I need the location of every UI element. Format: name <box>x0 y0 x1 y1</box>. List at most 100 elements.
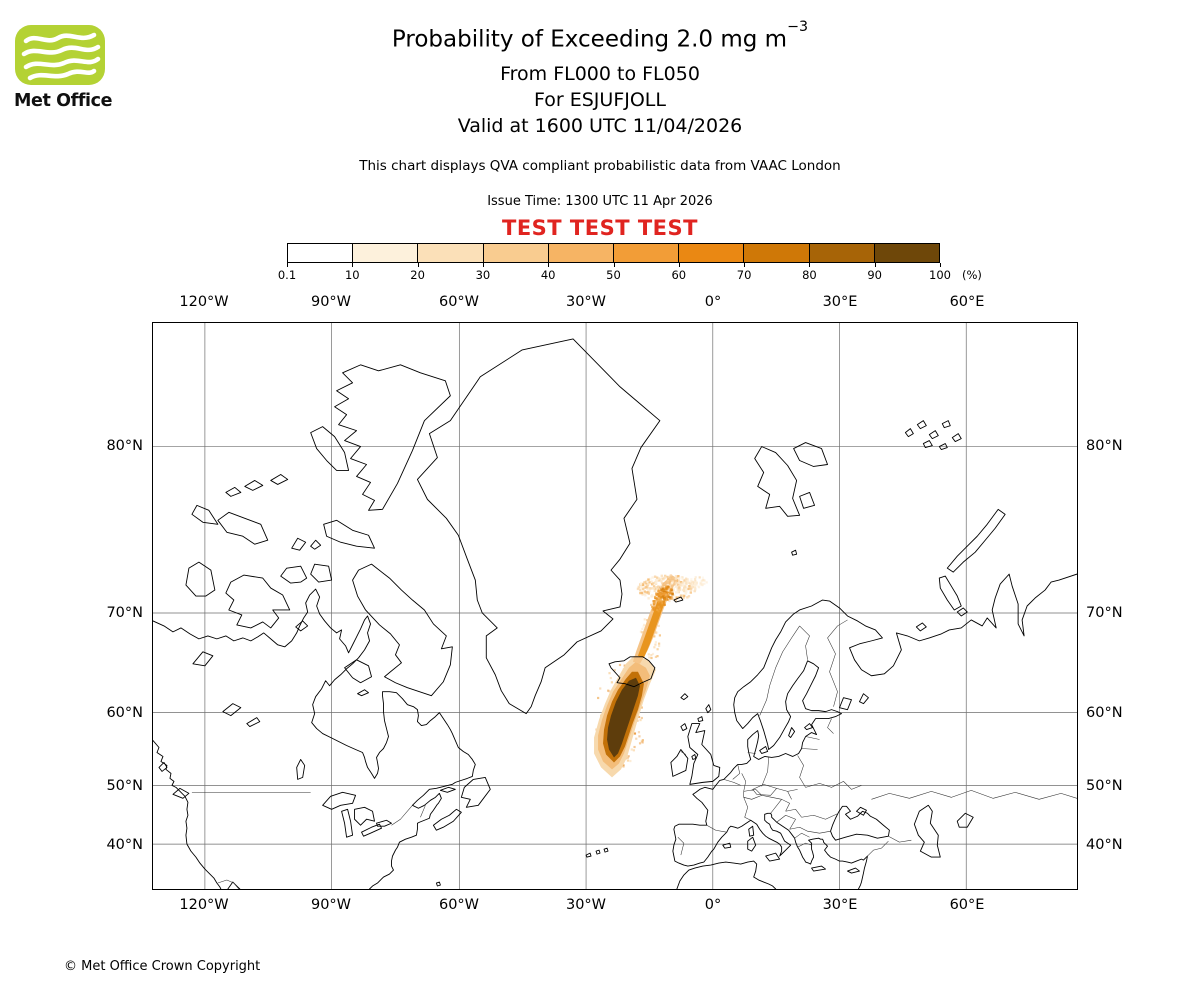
cornwallis-island <box>310 539 322 550</box>
left-lat-label: 70°N <box>106 605 143 621</box>
edgeoya <box>799 491 816 509</box>
lake-ontario <box>376 819 392 827</box>
colorbar-tick-label: 100 <box>929 268 951 282</box>
ash-probability-contours <box>594 575 680 778</box>
map-canvas <box>153 323 1077 889</box>
nordaustlandet <box>793 442 828 467</box>
iceland-coastline <box>608 656 656 688</box>
faroe-islands <box>680 693 689 701</box>
colorbar-tick <box>417 263 419 267</box>
ash-speckles-top <box>636 574 708 613</box>
colorbar-segment <box>353 244 419 262</box>
bottom-lon-label: 30°E <box>822 897 858 913</box>
ireland-coastline <box>670 749 689 777</box>
colorbar-tick-label: 90 <box>867 268 883 282</box>
bottom-lon-label: 60°W <box>438 897 480 913</box>
coats-island <box>357 689 369 697</box>
right-lat-label: 80°N <box>1086 438 1123 454</box>
vancouver-island <box>172 787 190 799</box>
pacific-coastline <box>153 740 222 889</box>
lake-huron <box>354 806 375 826</box>
colorbar-tick <box>940 263 941 267</box>
mallorca <box>722 842 732 849</box>
graticule-grid <box>153 323 1077 889</box>
met-office-logo-text: Met Office <box>14 91 113 111</box>
bottom-lon-label: 90°W <box>310 897 352 913</box>
melville-island <box>217 511 269 545</box>
colorbar-tick <box>744 263 746 267</box>
chart-title-exponent: −3 <box>787 18 809 35</box>
copyright-notice: © Met Office Crown Copyright <box>64 959 261 974</box>
top-lon-label: 90°W <box>310 294 352 310</box>
colorbar-tick-label: 30 <box>475 268 491 282</box>
flight-levels-line: From FL000 to FL050 <box>500 62 700 85</box>
lakes <box>192 651 869 838</box>
north-america-coastline <box>153 588 476 889</box>
colorbar-tick <box>287 263 288 267</box>
bottom-longitude-axis: 120°W 90°W 60°W 30°W 0° 30°E 60°E <box>0 897 1200 917</box>
colorbar-tick <box>678 263 680 267</box>
azores <box>585 847 609 858</box>
ellesmere-island <box>334 364 451 511</box>
nova-scotia <box>432 808 462 831</box>
bermuda <box>435 881 441 887</box>
baffin-island <box>352 563 453 697</box>
right-lat-label: 60°N <box>1086 705 1123 721</box>
gotland <box>788 727 796 738</box>
franz-josef-land <box>904 420 962 451</box>
novaya-zemlya-north <box>946 508 1006 573</box>
north-africa-coastline <box>676 860 777 889</box>
king-william-island <box>295 620 309 632</box>
ringnes-islands <box>225 474 289 497</box>
colorbar-tick-label: 50 <box>606 268 621 282</box>
jan-mayen <box>673 596 684 603</box>
top-lon-label: 30°W <box>565 294 607 310</box>
top-lon-label: 120°W <box>179 294 229 310</box>
anticosti-island <box>439 786 456 793</box>
somerset-island <box>310 563 333 583</box>
caspian-sea-coastline <box>913 804 941 858</box>
cyprus <box>847 867 860 874</box>
colorbar-tick <box>809 263 811 267</box>
great-bear-lake <box>192 651 214 667</box>
coastlines <box>153 338 1077 889</box>
colorbar-segment <box>483 244 549 262</box>
met-office-logo-mark <box>15 25 105 85</box>
colorbar-segment <box>809 244 875 262</box>
colorbar-tick-label: 80 <box>802 268 817 282</box>
colorbar-tick <box>352 263 354 267</box>
colorbar-tick-label: 60 <box>671 268 687 282</box>
lake-winnipeg <box>296 759 306 780</box>
great-britain-coastline <box>687 723 721 785</box>
top-lon-label: 30°E <box>822 294 858 310</box>
qva-compliance-note: This chart displays QVA compliant probab… <box>359 157 841 174</box>
colorbar-tick <box>548 263 550 267</box>
greenland-coastline <box>416 338 661 715</box>
valid-time-line: Valid at 1600 UTC 11/04/2026 <box>457 114 743 137</box>
great-slave-lake <box>222 703 242 717</box>
bathurst-island <box>291 537 307 551</box>
met-office-logo: Met Office <box>14 24 124 111</box>
colorbar-labels: 0.1 10 20 30 40 50 60 70 80 90 100 <box>278 263 1007 284</box>
top-lon-label: 60°E <box>949 294 985 310</box>
issue-time: Issue Time: 1300 UTC 11 Apr 2026 <box>487 193 713 209</box>
lake-superior <box>322 791 357 810</box>
colorbar-tick-label: 0.1 <box>277 268 297 282</box>
orkney-islands <box>697 716 704 723</box>
sea-of-azov-coastline <box>856 806 867 816</box>
right-latitude-axis: 80°N 70°N 60°N 50°N 40°N <box>1086 0 1196 1000</box>
banks-island <box>185 561 216 597</box>
top-lon-label: 60°W <box>438 294 480 310</box>
colorbar-unit-label: (%) <box>962 268 982 282</box>
axel-heiberg-island <box>310 426 350 471</box>
prince-of-wales-island <box>280 565 308 584</box>
shetland-islands <box>705 704 712 714</box>
left-lat-label: 50°N <box>106 778 143 794</box>
colorbar-tick-label: 20 <box>410 268 425 282</box>
left-lat-label: 60°N <box>106 705 143 721</box>
volcano-line: For ESJUFJOLL <box>534 88 666 111</box>
devon-island <box>323 519 375 549</box>
colorbar-tick-label: 10 <box>344 268 360 282</box>
prince-patrick-island <box>191 504 219 525</box>
southampton-island <box>344 659 372 684</box>
